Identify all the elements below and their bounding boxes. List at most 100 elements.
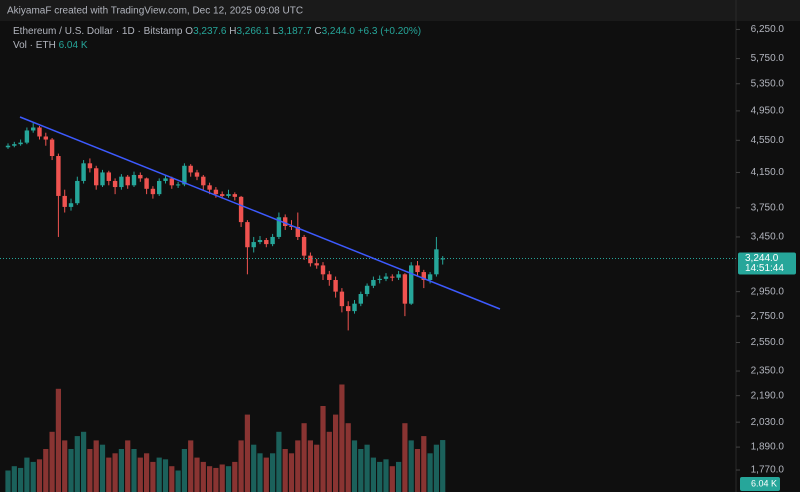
volume-bar xyxy=(351,440,358,492)
candle-body xyxy=(264,240,269,245)
volume-bar xyxy=(421,436,427,492)
candle-body xyxy=(157,180,162,195)
volume-bar xyxy=(370,457,376,492)
volume-bar xyxy=(238,440,244,492)
candle-body xyxy=(308,255,313,264)
volume-badge-label: 6.04 K xyxy=(751,478,777,488)
candle-body xyxy=(194,172,200,177)
candle-body xyxy=(276,217,282,237)
volume-bar xyxy=(169,466,175,492)
candle-body xyxy=(87,163,93,169)
y-tick-label: 2,190.0 xyxy=(751,390,785,401)
y-tick-label: 2,350.0 xyxy=(751,366,785,377)
volume-bar xyxy=(339,384,345,492)
candle-body xyxy=(333,279,338,292)
candle-body xyxy=(75,180,80,204)
legend-line: Ethereum / U.S. Dollar · 1D · Bitstamp O… xyxy=(13,26,421,37)
countdown: 14:51:44 xyxy=(745,263,784,274)
ohlc-value: 3,266.1 xyxy=(236,26,270,37)
volume-bar xyxy=(276,431,282,492)
candle-body xyxy=(346,306,351,312)
volume-bar xyxy=(345,423,351,492)
price-pane xyxy=(0,123,736,331)
volume-bar xyxy=(314,444,320,492)
volume-bar xyxy=(93,440,99,492)
volume-legend: Vol · ETH 6.04 K xyxy=(13,40,88,51)
candle-body xyxy=(94,168,99,186)
candle-body xyxy=(415,265,420,273)
candle-body xyxy=(383,276,389,279)
volume-bar xyxy=(364,444,370,492)
volume-bar xyxy=(156,457,162,492)
candle-body xyxy=(421,272,426,280)
candle-body xyxy=(5,145,11,148)
candle-body xyxy=(24,130,30,143)
volume-bar xyxy=(11,466,17,492)
volume-bar xyxy=(377,461,383,492)
candle-body xyxy=(270,236,275,245)
volume-bar xyxy=(137,457,143,492)
candle-body xyxy=(62,195,67,207)
volume-bar xyxy=(358,449,364,492)
volume-bar xyxy=(307,440,313,492)
volume-bar xyxy=(81,431,87,492)
ohlc-key: L xyxy=(273,26,279,37)
ohlc-value: 3,244.0 xyxy=(322,26,356,37)
candle-body xyxy=(188,165,193,173)
volume-bar xyxy=(408,440,414,492)
candle-body xyxy=(226,194,231,196)
candle-body xyxy=(175,184,181,186)
y-tick-label: 3,450.0 xyxy=(751,232,785,243)
volume-bar xyxy=(36,459,43,492)
y-tick-label: 6,250.0 xyxy=(751,24,785,35)
volume-bar xyxy=(232,461,238,492)
volume-bar xyxy=(244,414,250,492)
candle-body xyxy=(327,274,332,280)
volume-bar xyxy=(43,449,49,492)
candle-body xyxy=(12,144,17,146)
volume-bar xyxy=(188,440,194,492)
y-tick-label: 1,770.0 xyxy=(751,465,785,476)
candle-body xyxy=(320,265,326,275)
volume-bar xyxy=(150,461,156,492)
candle-body xyxy=(100,172,105,186)
candle-body xyxy=(138,174,143,179)
candle-body xyxy=(440,258,445,260)
candle-body xyxy=(49,139,55,157)
volume-bar xyxy=(251,444,257,492)
y-tick-label: 4,550.0 xyxy=(751,135,785,146)
candle-body xyxy=(112,180,118,188)
candle-body xyxy=(201,176,206,186)
candle-body xyxy=(106,172,111,181)
change: +6.3 (+0.20%) xyxy=(358,26,421,37)
volume-bar xyxy=(200,461,206,492)
volume-bar xyxy=(194,457,200,492)
volume-bar xyxy=(396,461,402,492)
candle-body xyxy=(314,263,319,266)
y-tick-label: 5,750.0 xyxy=(751,53,785,64)
y-tick-label: 2,550.0 xyxy=(751,337,785,348)
candle-body xyxy=(232,194,237,197)
candle-body xyxy=(150,188,156,195)
candle-body xyxy=(402,274,408,304)
candle-body xyxy=(43,136,48,140)
ohlc-value: 3,187.7 xyxy=(278,26,312,37)
candle-body xyxy=(295,226,300,237)
candle-body xyxy=(301,236,307,256)
volume-bar xyxy=(288,453,295,492)
ohlc-key: C xyxy=(314,26,321,37)
credit: AkiyamaF created with TradingView.com, D… xyxy=(7,6,303,17)
volume-bar xyxy=(49,431,55,492)
candle-body xyxy=(371,279,376,286)
volume-bar xyxy=(175,470,181,492)
volume-bar xyxy=(106,457,112,492)
y-tick-label: 2,950.0 xyxy=(751,286,785,297)
y-tick-label: 1,890.0 xyxy=(751,442,785,453)
volume-bar xyxy=(320,406,326,492)
candle-body xyxy=(81,163,86,181)
volume-value: 6.04 K xyxy=(59,40,88,51)
top-bar xyxy=(0,0,800,21)
symbol: Ethereum / U.S. Dollar · 1D · Bitstamp xyxy=(13,26,183,37)
volume-bar xyxy=(270,453,276,492)
volume-label: Vol · ETH xyxy=(13,40,56,51)
